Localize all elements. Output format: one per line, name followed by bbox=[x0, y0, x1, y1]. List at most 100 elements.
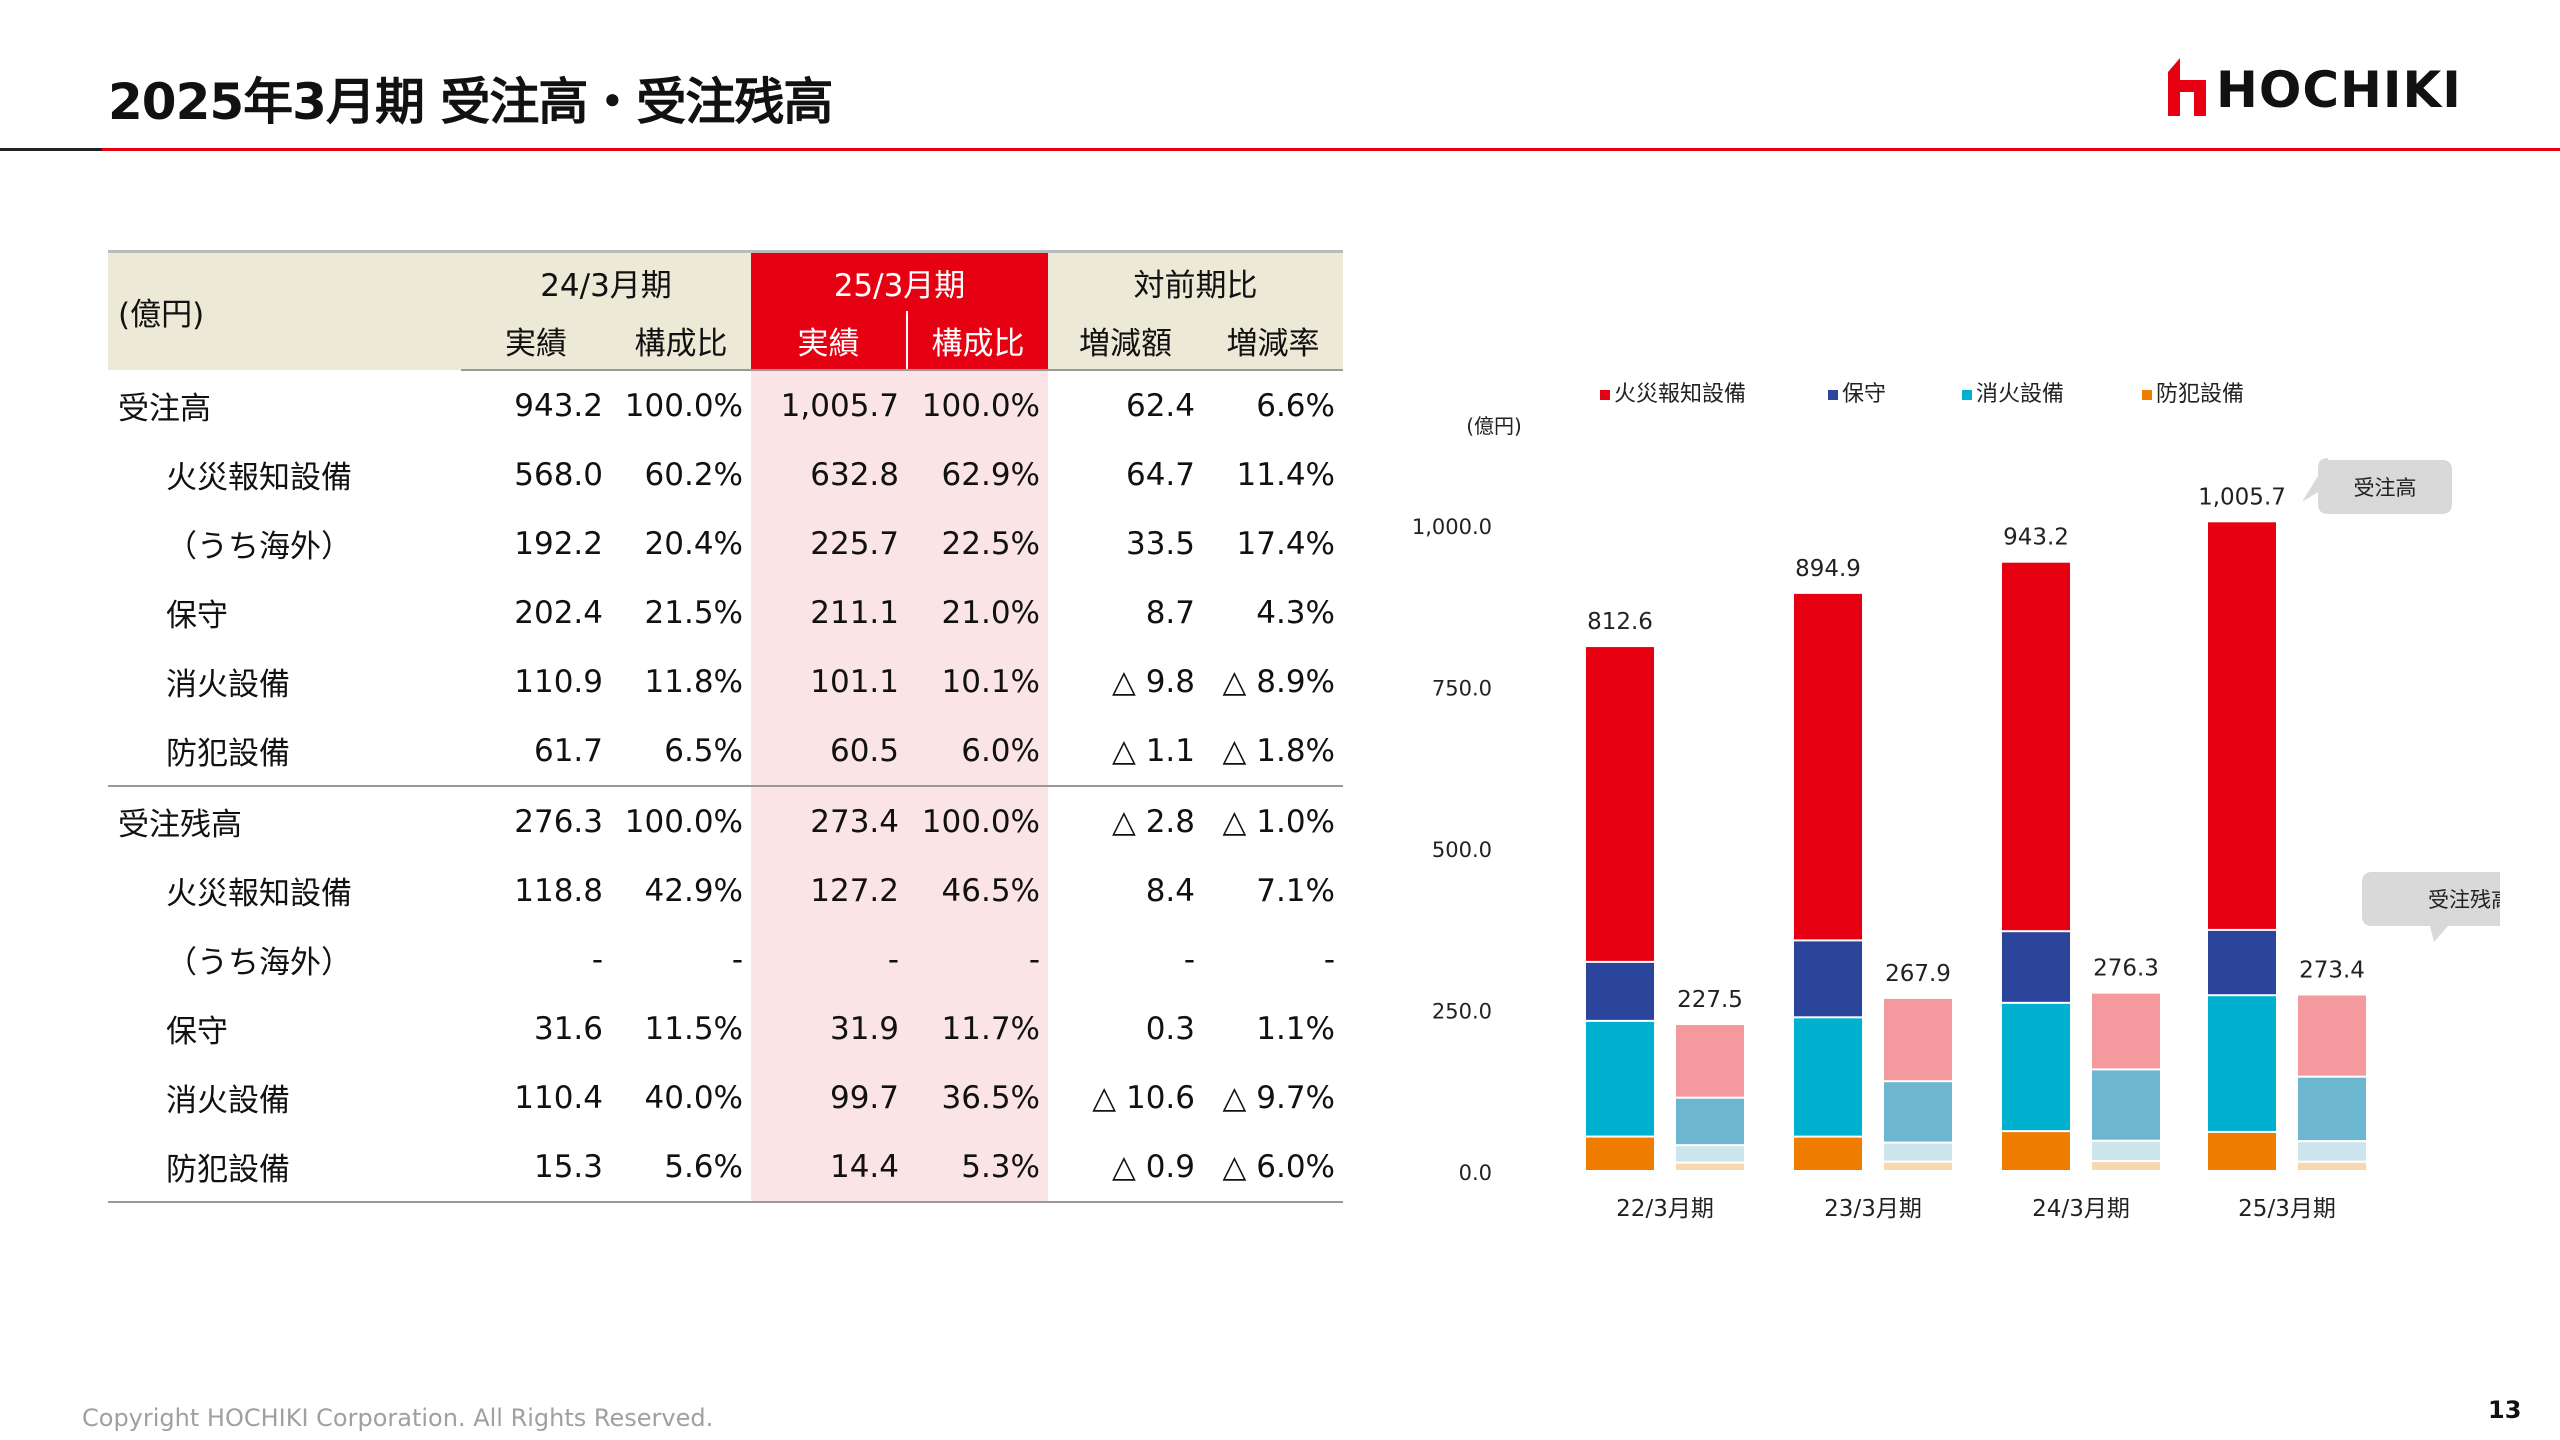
bar-segment bbox=[2298, 1142, 2366, 1161]
x-tick-label: 24/3月期 bbox=[2032, 1196, 2130, 1222]
cell-ratio-fy24: 6.5% bbox=[664, 732, 743, 769]
hochiki-logo: HOCHIKI bbox=[2168, 58, 2508, 118]
table-row: 防犯設備 61.7 6.5% 60.5 6.0% △ 1.1 △ 1.8% bbox=[108, 716, 1343, 786]
legend-label: 火災報知設備 bbox=[1614, 382, 1746, 407]
cell-actual-fy25: 99.7 bbox=[751, 1063, 907, 1132]
table-row: 火災報知設備 568.0 60.2% 632.8 62.9% 64.7 11.4… bbox=[108, 440, 1343, 509]
cell-ratio-fy25: 62.9% bbox=[907, 440, 1048, 509]
cell-actual-fy25: 31.9 bbox=[751, 994, 907, 1063]
cell-change: 64.7 bbox=[1125, 456, 1195, 493]
cell-rate: 1.1% bbox=[1256, 1010, 1335, 1047]
y-tick-label: 0.0 bbox=[1459, 1161, 1492, 1185]
cell-actual-fy24: 110.9 bbox=[514, 663, 603, 700]
cell-actual-fy25: 632.8 bbox=[751, 440, 907, 509]
subheader-rate: 増減率 bbox=[1203, 311, 1343, 371]
row-label: 消火設備 bbox=[166, 667, 290, 703]
cell-actual-fy25: 101.1 bbox=[751, 647, 907, 716]
copyright-text: Copyright HOCHIKI Corporation. All Right… bbox=[82, 1404, 714, 1432]
bar-segment bbox=[2298, 1077, 2366, 1141]
cell-actual-fy24: 202.4 bbox=[514, 594, 603, 631]
bar-segment bbox=[2092, 1070, 2160, 1140]
cell-ratio-fy24: - bbox=[731, 941, 743, 978]
cell-change: 8.7 bbox=[1145, 594, 1195, 631]
cell-ratio-fy24: 40.0% bbox=[644, 1079, 743, 1116]
subheader-ratio-fy25: 構成比 bbox=[907, 311, 1048, 371]
bar-segment bbox=[2208, 996, 2276, 1131]
cell-actual-fy24: 568.0 bbox=[514, 456, 603, 493]
callout-label: 受注残高 bbox=[2428, 888, 2500, 912]
x-tick-label: 23/3月期 bbox=[1824, 1196, 1922, 1222]
y-tick-label: 500.0 bbox=[1432, 838, 1492, 862]
y-axis: 0.0 250.0 500.0 750.0 1,000.0 bbox=[1412, 515, 1492, 1185]
orders-table: (億円) 24/3月期 25/3月期 対前期比 実績 構成比 実績 構成比 増減… bbox=[108, 250, 1343, 1203]
cell-actual-fy24: 943.2 bbox=[514, 387, 603, 424]
group-header-fy24: 24/3月期 bbox=[461, 250, 751, 311]
cell-ratio-fy25: 100.0% bbox=[907, 785, 1048, 856]
row-label: 保守 bbox=[166, 598, 228, 634]
cell-ratio-fy25: 10.1% bbox=[907, 647, 1048, 716]
row-label: 消火設備 bbox=[166, 1083, 290, 1119]
cell-actual-fy25: - bbox=[751, 925, 907, 994]
callout-bubble bbox=[2302, 458, 2452, 514]
callouts: 受注高受注残高 bbox=[2302, 458, 2500, 942]
cell-ratio-fy25: 6.0% bbox=[907, 716, 1048, 786]
bar-segment bbox=[1676, 1025, 1744, 1097]
logo-mark-icon bbox=[2168, 58, 2206, 116]
cell-actual-fy24: 192.2 bbox=[514, 525, 603, 562]
header-divider-dark bbox=[0, 148, 102, 151]
table-row: 受注高 943.2 100.0% 1,005.7 100.0% 62.4 6.6… bbox=[108, 370, 1343, 440]
bar-segment bbox=[1586, 962, 1654, 1020]
orders-chart: 火災報知設備 保守 消火設備 防犯設備 (億円) 0.0 250.0 500.0 750.0… bbox=[1412, 382, 2500, 1222]
callout-label: 受注高 bbox=[2354, 476, 2417, 500]
table-row: 保守 202.4 21.5% 211.1 21.0% 8.7 4.3% bbox=[108, 578, 1343, 647]
cell-change: 33.5 bbox=[1125, 525, 1195, 562]
cell-actual-fy25: 211.1 bbox=[751, 578, 907, 647]
table-row: 消火設備 110.4 40.0% 99.7 36.5% △ 10.6 △ 9.7… bbox=[108, 1063, 1343, 1132]
bar-total-label: 276.3 bbox=[2093, 956, 2159, 982]
chart-unit-label: (億円) bbox=[1466, 414, 1522, 438]
bar-segment bbox=[1676, 1098, 1744, 1145]
cell-change: △ 10.6 bbox=[1092, 1079, 1195, 1116]
cell-rate: 11.4% bbox=[1236, 456, 1335, 493]
callout-bubble bbox=[2362, 872, 2500, 942]
group-header-fy25: 25/3月期 bbox=[751, 250, 1048, 311]
table-row: 保守 31.6 11.5% 31.9 11.7% 0.3 1.1% bbox=[108, 994, 1343, 1063]
row-label: 火災報知設備 bbox=[166, 876, 352, 912]
bar-segment bbox=[2208, 930, 2276, 995]
cell-change: - bbox=[1183, 941, 1195, 978]
bar-total-label: 227.5 bbox=[1677, 987, 1743, 1013]
page-title: 2025年3月期 受注高・受注残高 bbox=[108, 73, 833, 131]
bar-segment bbox=[1884, 998, 1952, 1081]
bar-total-label: 894.9 bbox=[1795, 556, 1861, 582]
bar-segment bbox=[1884, 1162, 1952, 1170]
subheader-change: 増減額 bbox=[1048, 311, 1203, 371]
row-label: 受注高 bbox=[118, 390, 211, 427]
cell-rate: △ 1.8% bbox=[1222, 732, 1335, 769]
cell-actual-fy25: 225.7 bbox=[751, 509, 907, 578]
row-label: （うち海外） bbox=[166, 529, 352, 565]
cell-ratio-fy24: 11.5% bbox=[644, 1010, 743, 1047]
legend-label: 防犯設備 bbox=[2156, 382, 2244, 407]
cell-ratio-fy24: 60.2% bbox=[644, 456, 743, 493]
table-row: （うち海外） - - - - - - bbox=[108, 925, 1343, 994]
bar-segment bbox=[2092, 1162, 2160, 1170]
cell-change: △ 2.8 bbox=[1048, 785, 1203, 856]
cell-actual-fy24: 31.6 bbox=[533, 1010, 603, 1047]
legend-label: 消火設備 bbox=[1976, 382, 2064, 407]
cell-rate: - bbox=[1323, 941, 1335, 978]
bar-segment bbox=[2298, 1162, 2366, 1170]
cell-ratio-fy25: 21.0% bbox=[907, 578, 1048, 647]
table-row: 防犯設備 15.3 5.6% 14.4 5.3% △ 0.9 △ 6.0% bbox=[108, 1132, 1343, 1203]
y-tick-label: 750.0 bbox=[1432, 677, 1492, 701]
cell-actual-fy24: - bbox=[591, 941, 603, 978]
cell-ratio-fy25: 46.5% bbox=[907, 856, 1048, 925]
bars bbox=[1586, 522, 2366, 1170]
cell-actual-fy25: 273.4 bbox=[751, 785, 907, 856]
cell-ratio-fy24: 42.9% bbox=[644, 872, 743, 909]
cell-change: 0.3 bbox=[1145, 1010, 1195, 1047]
page-number: 13 bbox=[2488, 1396, 2522, 1424]
row-label: 火災報知設備 bbox=[166, 460, 352, 496]
group-header-yoy: 対前期比 bbox=[1048, 250, 1343, 311]
cell-rate: 7.1% bbox=[1256, 872, 1335, 909]
table-row: （うち海外） 192.2 20.4% 225.7 22.5% 33.5 17.4… bbox=[108, 509, 1343, 578]
